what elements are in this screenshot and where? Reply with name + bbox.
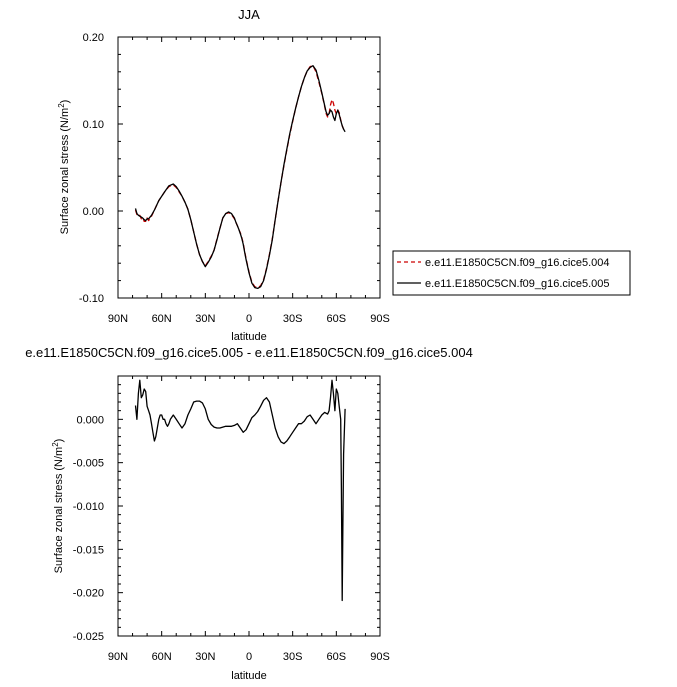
top-y-axis-label-main: Surface zonal stress (N/m — [59, 108, 71, 235]
bottom-x-tick-label: 90S — [370, 651, 390, 663]
bottom-y-tick-label: 0.000 — [76, 414, 104, 426]
bottom-panel: e.e11.E1850C5CN.f09_g16.cice5.005 - e.e1… — [25, 345, 473, 682]
top-y-axis-label-sup: 2 — [57, 103, 66, 108]
top-x-tick-label: 30N — [195, 313, 215, 325]
bottom-plot-frame — [117, 375, 381, 637]
bottom-y-tick-label: -0.005 — [73, 458, 104, 470]
bottom-y-tick-label: -0.020 — [73, 588, 104, 600]
bottom-y-axis-label: Surface zonal stress (N/m2) — [51, 439, 65, 574]
legend: e.e11.E1850C5CN.f09_g16.cice5.004 e.e11.… — [392, 250, 631, 296]
top-x-tick-label: 0 — [246, 313, 252, 325]
top-x-axis-label: latitude — [231, 331, 266, 343]
legend-box — [392, 250, 631, 296]
top-y-tick-label: 0.00 — [83, 206, 104, 218]
top-plot-frame — [117, 36, 381, 299]
bottom-y-tick-label: -0.010 — [73, 501, 104, 513]
bottom-x-axis-label: latitude — [231, 670, 266, 682]
top-x-tick-label: 60N — [152, 313, 172, 325]
bottom-x-tick-label: 60S — [327, 651, 347, 663]
bottom-x-tick-label: 30S — [283, 651, 303, 663]
bottom-x-tick-label: 60N — [152, 651, 172, 663]
top-y-tick-label: 0.20 — [83, 32, 104, 44]
bottom-y-tick-label: -0.025 — [73, 631, 104, 643]
bottom-series-line-0 — [134, 379, 346, 602]
bottom-x-tick-label: 0 — [246, 651, 252, 663]
top-panel: JJA 90N 60N 30N 0 30S 60S 90S -0.10 0.00 0.10 0.20… — [57, 7, 631, 343]
bottom-chart-title: e.e11.E1850C5CN.f09_g16.cice5.005 - e.e1… — [25, 345, 473, 360]
bottom-y-axis-label-end: ) — [53, 439, 65, 443]
top-x-tick-label: 90S — [370, 313, 390, 325]
top-y-tick-label: -0.10 — [79, 293, 104, 305]
top-series-line-1 — [134, 65, 346, 290]
top-x-tick-label: 90N — [108, 313, 128, 325]
top-plot-area: 90N 60N 30N 0 30S 60S 90S -0.10 0.00 0.10 0.20 — [79, 32, 390, 325]
legend-label-005: e.e11.E1850C5CN.f09_g16.cice5.005 — [425, 278, 610, 290]
bottom-y-tick-label: -0.015 — [73, 544, 104, 556]
bottom-x-tick-label: 90N — [108, 651, 128, 663]
bottom-y-axis-label-sup: 2 — [51, 442, 60, 447]
top-y-axis-label: Surface zonal stress (N/m2) — [57, 100, 71, 235]
bottom-y-axis-label-main: Surface zonal stress (N/m — [53, 447, 65, 574]
bottom-x-tick-label: 30N — [195, 651, 215, 663]
legend-label-004: e.e11.E1850C5CN.f09_g16.cice5.004 — [425, 257, 610, 269]
top-y-tick-label: 0.10 — [83, 119, 104, 131]
top-x-tick-label: 60S — [327, 313, 347, 325]
top-y-axis-label-end: ) — [59, 100, 71, 104]
top-x-tick-label: 30S — [283, 313, 303, 325]
top-chart-title: JJA — [238, 7, 260, 22]
